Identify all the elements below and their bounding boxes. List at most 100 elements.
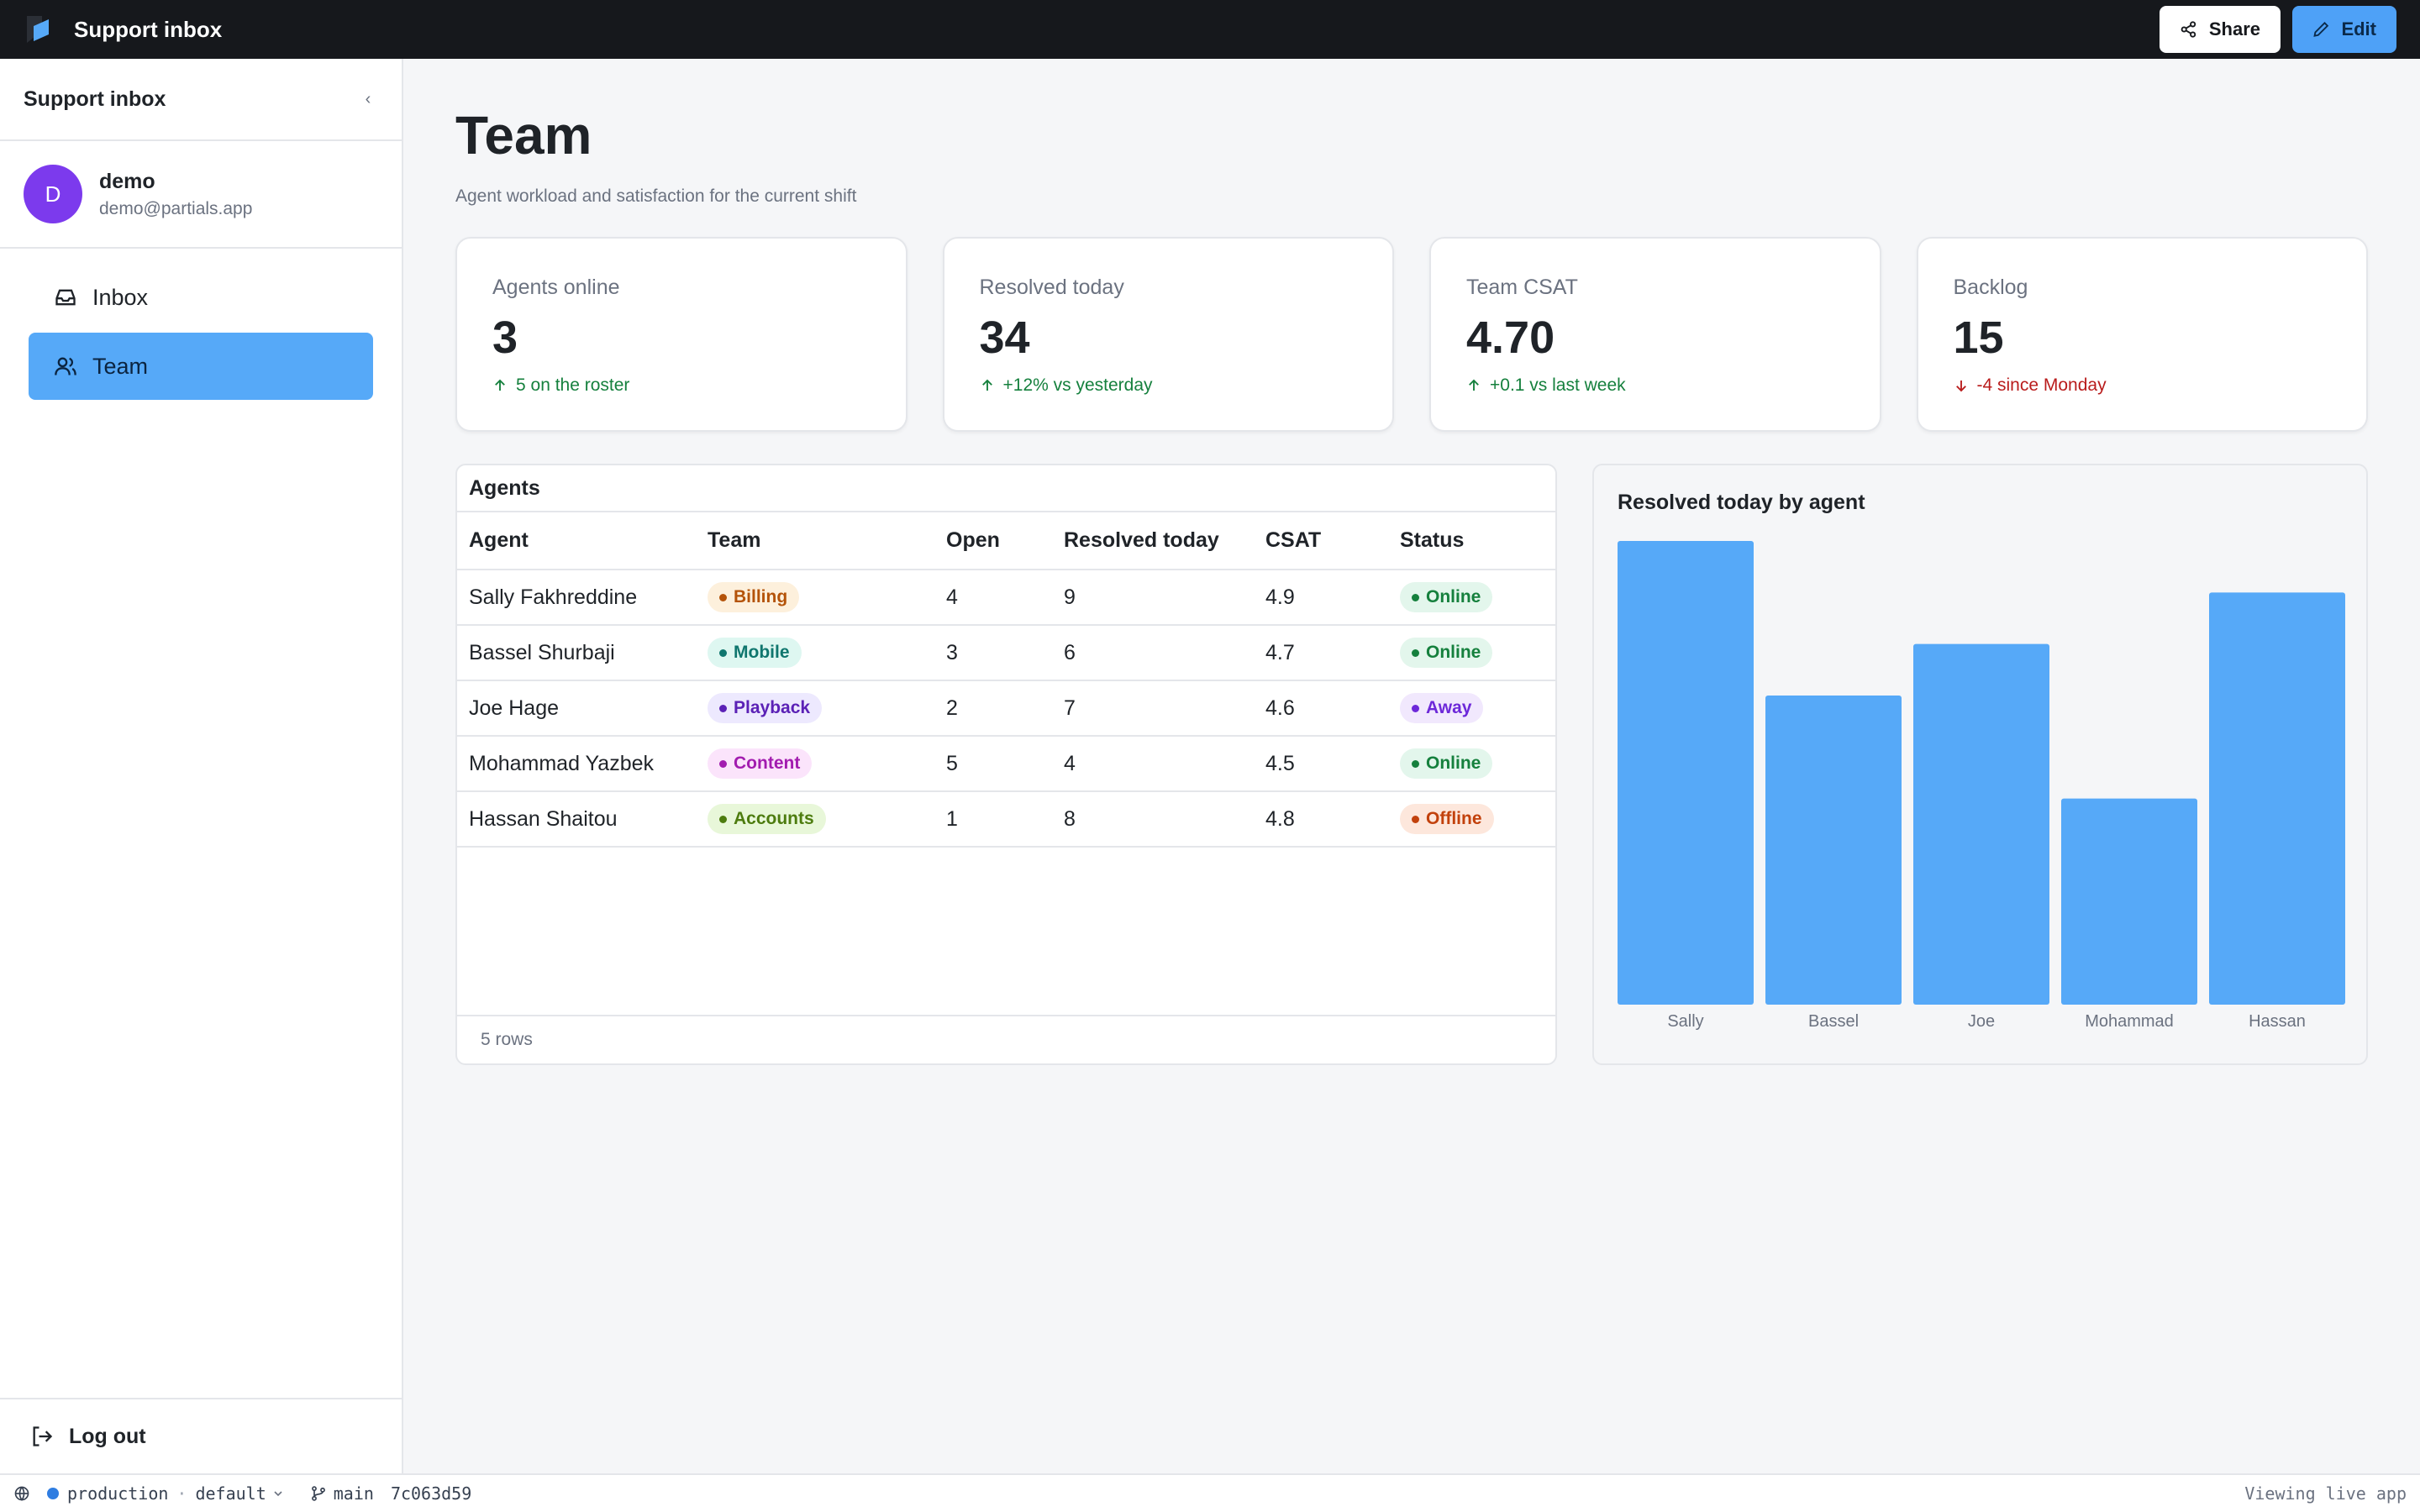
agent-name-cell: Mohammad Yazbek: [457, 736, 696, 792]
pencil-icon: [2313, 22, 2329, 37]
chart-bar-sally[interactable]: [1618, 541, 1754, 1005]
sidebar-item-label: Inbox: [92, 284, 149, 310]
sidebar-item-label: Team: [92, 353, 149, 379]
arrow-up-icon: [981, 379, 992, 391]
avatar: D: [24, 165, 82, 223]
app-title: Support inbox: [74, 16, 223, 42]
team-badge: Accounts: [708, 804, 826, 834]
status-badge: Online: [1400, 748, 1493, 779]
status-badge: Away: [1400, 693, 1484, 723]
agents-table-card: Agents Agent Team Open Resolved today CS…: [455, 464, 1557, 1065]
git-branch-icon: [311, 1486, 325, 1501]
open-count-cell: 5: [934, 736, 1052, 792]
arrow-up-icon: [1469, 379, 1479, 391]
badge-dot-icon: [719, 759, 727, 768]
team-badge-label: Accounts: [734, 809, 814, 828]
team-badge-label: Playback: [734, 698, 811, 717]
stat-label: Resolved today: [979, 276, 1124, 299]
table-row[interactable]: Sally Fakhreddine Billing 4 9 4.9 Online: [457, 570, 1555, 626]
chart-bar-mohammad[interactable]: [2061, 798, 2197, 1005]
stat-value: 15: [1953, 312, 2004, 363]
agent-name-cell: Bassel Shurbaji: [457, 625, 696, 681]
column-header-team[interactable]: Team: [696, 512, 934, 570]
badge-dot-icon: [719, 704, 727, 712]
badge-dot-icon: [1412, 704, 1419, 712]
share-button-label: Share: [2208, 18, 2260, 39]
page-subtitle: Agent workload and satisfaction for the …: [455, 186, 857, 206]
stat-label: Agents online: [492, 276, 620, 299]
chart-x-tick-label: Bassel: [1808, 1012, 1859, 1031]
column-header-open[interactable]: Open: [934, 512, 1052, 570]
stat-label: Team CSAT: [1466, 276, 1578, 299]
stat-card-backlog: Backlog 15 -4 since Monday: [1916, 237, 2368, 432]
badge-dot-icon: [1412, 593, 1419, 601]
edit-button[interactable]: Edit: [2292, 6, 2396, 53]
chart-bar-hassan[interactable]: [2209, 592, 2345, 1005]
table-row[interactable]: Hassan Shaitou Accounts 1 8 4.8 Offline: [457, 791, 1555, 848]
status-badge-label: Online: [1426, 753, 1481, 773]
stat-value: 3: [492, 312, 518, 363]
status-badge-label: Away: [1426, 698, 1472, 717]
env-name[interactable]: production: [67, 1483, 169, 1504]
user-name: demo: [99, 169, 155, 193]
sidebar-item-inbox[interactable]: Inbox: [29, 264, 373, 331]
logout-button[interactable]: Log out: [0, 1398, 402, 1473]
stat-value: 4.70: [1466, 312, 1555, 363]
collapse-sidebar-icon[interactable]: ‹: [365, 89, 371, 108]
stat-cards: Agents online 3 5 on the roster Resolved…: [455, 237, 2368, 432]
stat-delta-text: +12% vs yesterday: [1002, 375, 1153, 395]
table-header-row: Agent Team Open Resolved today CSAT Stat…: [457, 512, 1555, 570]
stat-card-resolved-today: Resolved today 34 +12% vs yesterday: [942, 237, 1394, 432]
column-header-csat[interactable]: CSAT: [1254, 512, 1388, 570]
status-badge-label: Offline: [1426, 809, 1482, 828]
badge-dot-icon: [719, 648, 727, 657]
team-badge-label: Content: [734, 753, 801, 773]
table-row[interactable]: Joe Hage Playback 2 7 4.6 Away: [457, 680, 1555, 737]
logout-label: Log out: [69, 1424, 146, 1448]
column-header-status[interactable]: Status: [1388, 512, 1555, 570]
stat-value: 34: [979, 312, 1030, 363]
stat-card-team-csat: Team CSAT 4.70 +0.1 vs last week: [1429, 237, 1881, 432]
env-status-dot: [47, 1488, 59, 1499]
env-separator: ·: [176, 1483, 187, 1504]
badge-dot-icon: [719, 815, 727, 823]
status-badge: Offline: [1400, 804, 1494, 834]
csat-cell: 4.9: [1254, 570, 1388, 626]
users-icon: [55, 357, 76, 375]
chart-x-tick-label: Joe: [1968, 1012, 1995, 1031]
resolved-count-cell: 6: [1052, 625, 1254, 681]
table-row[interactable]: Mohammad Yazbek Content 5 4 4.5 Online: [457, 736, 1555, 792]
chart-bar-bassel[interactable]: [1765, 696, 1902, 1005]
team-badge: Content: [708, 748, 813, 779]
resolved-count-cell: 4: [1052, 736, 1254, 792]
chart-x-tick-label: Mohammad: [2085, 1012, 2174, 1031]
top-bar: Support inbox Share Edit: [0, 0, 2420, 59]
stat-delta: +12% vs yesterday: [980, 375, 1358, 396]
chart-x-tick-label: Sally: [1667, 1012, 1703, 1031]
column-header-resolved[interactable]: Resolved today: [1052, 512, 1254, 570]
resolved-count-cell: 7: [1052, 680, 1254, 737]
agents-table: Agent Team Open Resolved today CSAT Stat…: [457, 512, 1555, 848]
team-badge-label: Mobile: [734, 643, 790, 662]
team-badge: Billing: [708, 582, 800, 612]
logout-icon: [33, 1426, 53, 1446]
user-email: demo@partials.app: [99, 198, 253, 218]
sidebar-title: Support inbox: [24, 87, 166, 111]
edit-button-label: Edit: [2341, 18, 2376, 39]
status-badge: Online: [1400, 638, 1493, 668]
open-count-cell: 2: [934, 680, 1052, 737]
agent-name-cell: Hassan Shaitou: [457, 791, 696, 848]
workspace-name[interactable]: default: [195, 1483, 266, 1504]
stat-label: Backlog: [1953, 276, 2028, 299]
table-row[interactable]: Bassel Shurbaji Mobile 3 6 4.7 Online: [457, 625, 1555, 681]
chart-bar-joe[interactable]: [1913, 643, 2049, 1005]
chart-title: Resolved today by agent: [1618, 491, 1865, 514]
chevron-down-icon[interactable]: [271, 1487, 285, 1500]
status-badge-label: Online: [1426, 587, 1481, 606]
column-header-agent[interactable]: Agent: [457, 512, 696, 570]
csat-cell: 4.5: [1254, 736, 1388, 792]
csat-cell: 4.8: [1254, 791, 1388, 848]
sidebar-item-team[interactable]: Team: [29, 333, 373, 400]
share-button[interactable]: Share: [2160, 6, 2281, 53]
open-count-cell: 4: [934, 570, 1052, 626]
